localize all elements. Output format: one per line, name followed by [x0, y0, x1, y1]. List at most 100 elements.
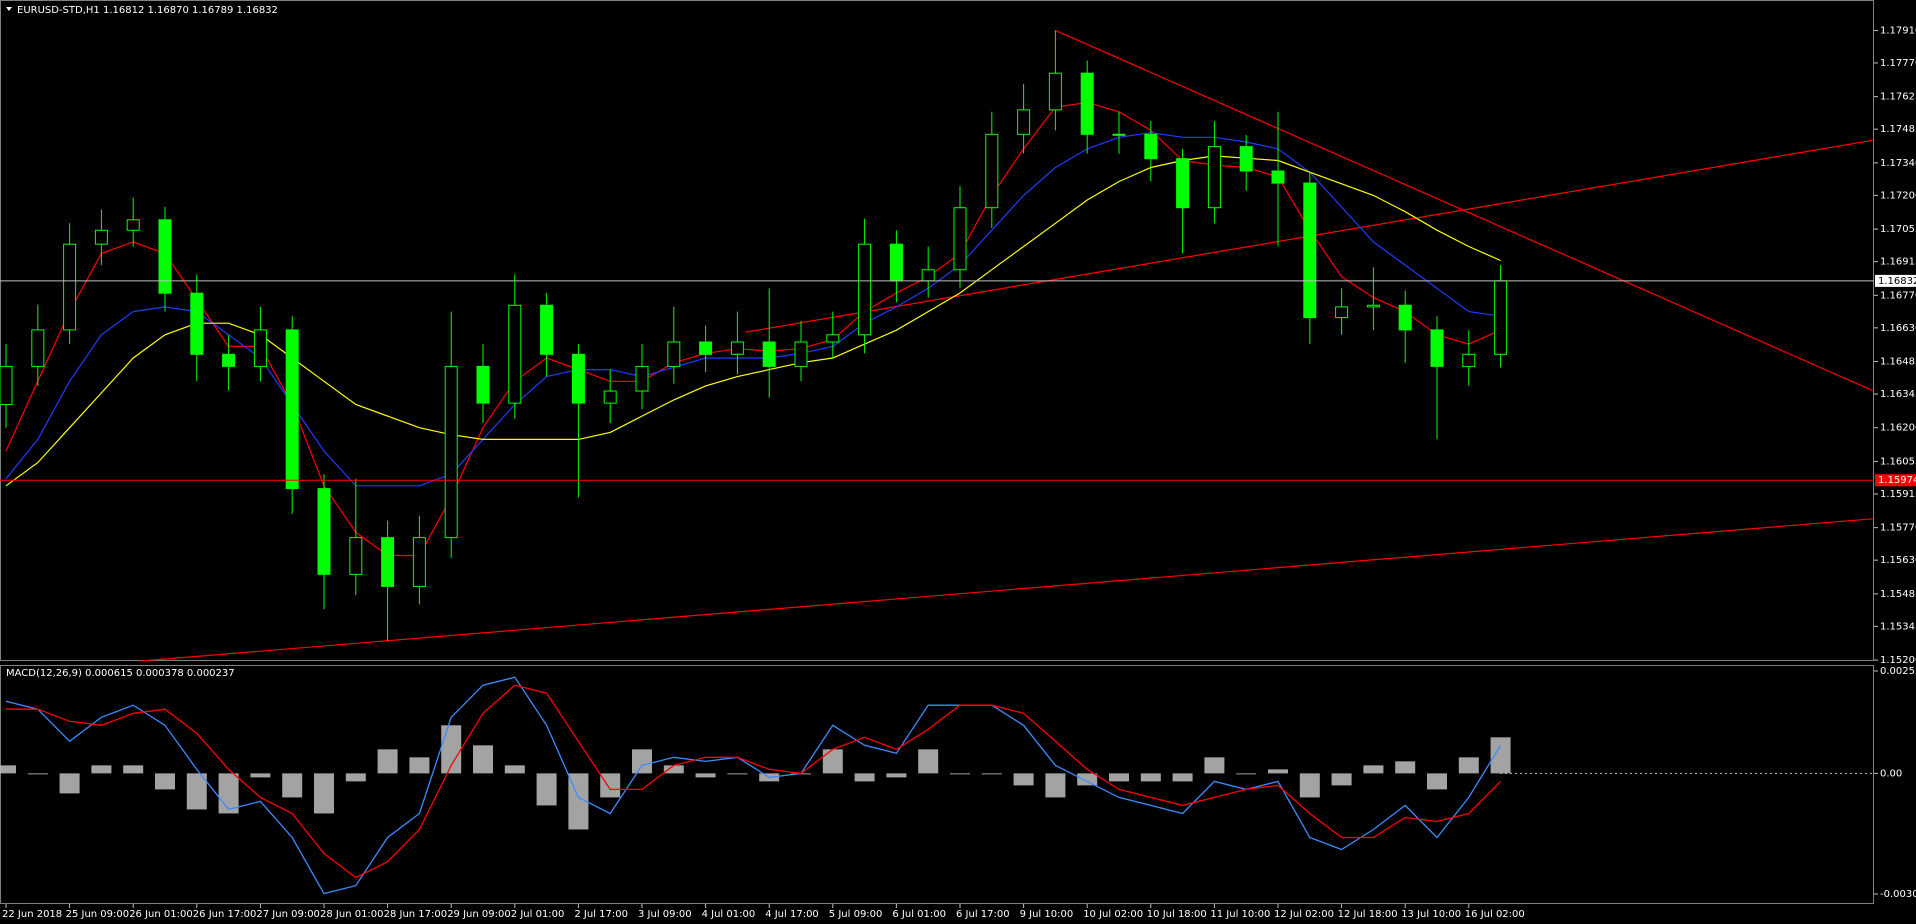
- histogram-bar: [663, 765, 684, 774]
- histogram-bar: [727, 773, 748, 775]
- y-tick-label: 1.15485: [1880, 589, 1916, 600]
- histogram-bar: [1427, 773, 1447, 790]
- trendline: [140, 518, 1873, 662]
- histogram-bar: [1109, 773, 1129, 782]
- y-tick-label: 1.16345: [1880, 389, 1916, 400]
- histogram-bar: [123, 765, 144, 774]
- histogram-bar: [0, 765, 16, 774]
- candle-body: [603, 390, 617, 404]
- y-tick-label: 1.16485: [1880, 357, 1916, 368]
- x-tick-label: 27 Jun 09:00: [256, 909, 320, 920]
- candle-body: [826, 334, 840, 343]
- y-tick-label: 1.15345: [1880, 621, 1916, 632]
- histogram-bar: [1045, 773, 1066, 798]
- y-tick-label: -0.003009: [1880, 889, 1916, 900]
- price-label: 1.16832: [1878, 276, 1916, 287]
- candle-body: [540, 304, 554, 355]
- candle-body: [126, 219, 140, 231]
- main-panel-frame: [0, 0, 1874, 661]
- y-tick-label: 1.16200: [1880, 423, 1916, 434]
- y-tick-label: 1.17200: [1880, 190, 1916, 201]
- macd-line: [6, 684, 1502, 879]
- x-tick-label: 25 Jun 09:00: [66, 909, 130, 920]
- y-tick-label: 1.15200: [1880, 655, 1916, 666]
- histogram-bar: [282, 773, 303, 798]
- y-tick-label: 1.16630: [1880, 323, 1916, 334]
- candle-body: [190, 292, 204, 355]
- y-tick-label: 0.00: [1880, 768, 1902, 779]
- histogram-bar: [473, 745, 493, 774]
- histogram-bar: [314, 773, 334, 814]
- candle-body: [635, 365, 649, 392]
- histogram-bar: [695, 773, 716, 778]
- histogram-bar: [186, 773, 207, 810]
- candle-body: [730, 341, 744, 355]
- histogram-bar: [1268, 769, 1288, 774]
- candle-body: [1462, 353, 1476, 367]
- candle-body: [0, 365, 13, 405]
- price-label-box: [1875, 274, 1916, 287]
- x-tick-label: 9 Jul 10:00: [1020, 909, 1074, 920]
- candle-body: [1017, 109, 1031, 135]
- collapse-icon[interactable]: [6, 7, 12, 11]
- candle-body: [1176, 158, 1190, 209]
- candle-body: [285, 329, 299, 490]
- histogram-bar: [1458, 757, 1479, 774]
- candle-body: [762, 341, 776, 367]
- x-tick-label: 2 Jul 01:00: [511, 909, 565, 920]
- y-tick-label: 1.16770: [1880, 290, 1916, 301]
- candle-body: [381, 537, 395, 587]
- x-tick-label: 28 Jun 01:00: [320, 909, 384, 920]
- histogram-bar: [918, 749, 939, 774]
- histogram-bar: [1140, 773, 1161, 782]
- histogram-bar: [1363, 765, 1384, 774]
- candle-body: [667, 341, 681, 367]
- histogram-bar: [854, 773, 875, 782]
- histogram-bar: [886, 773, 907, 778]
- x-tick-label: 2 Jul 17:00: [574, 909, 628, 920]
- histogram-bar: [1077, 773, 1098, 786]
- macd-panel-frame: [0, 665, 1874, 904]
- histogram-bar: [409, 757, 430, 774]
- candle-body: [1239, 146, 1253, 172]
- x-tick-label: 13 Jul 10:00: [1401, 909, 1461, 920]
- candle-body: [63, 243, 77, 331]
- histogram-bar: [1236, 773, 1257, 775]
- y-tick-label: 1.17485: [1880, 124, 1916, 135]
- x-tick-label: 4 Jul 01:00: [702, 909, 756, 920]
- candle-body: [1430, 329, 1444, 367]
- histogram-bar: [250, 773, 271, 778]
- x-tick-label: 22 Jun 2018: [2, 909, 62, 920]
- x-tick-label: 26 Jun 01:00: [129, 909, 193, 920]
- histogram-bar: [91, 765, 112, 774]
- y-tick-label: 1.15630: [1880, 555, 1916, 566]
- histogram-bar: [1299, 773, 1320, 798]
- histogram-bar: [1331, 773, 1352, 786]
- y-tick-label: 1.17055: [1880, 224, 1916, 235]
- macd-line: [5, 676, 1502, 895]
- histogram-bar: [1013, 773, 1034, 786]
- candle-body: [412, 537, 426, 587]
- y-tick-label: 1.15915: [1880, 489, 1916, 500]
- candle-body: [571, 353, 585, 404]
- x-tick-label: 10 Jul 18:00: [1147, 909, 1207, 920]
- chart-header: EURUSD-STD,H1 1.16812 1.16870 1.16789 1.…: [17, 5, 278, 16]
- histogram-bar: [59, 773, 80, 794]
- histogram-bar: [600, 773, 621, 798]
- y-tick-label: 1.15770: [1880, 523, 1916, 534]
- histogram-bar: [377, 749, 398, 774]
- histogram-bar: [345, 773, 366, 782]
- x-tick-label: 4 Jul 17:00: [765, 909, 819, 920]
- x-tick-label: 29 Jun 09:00: [447, 909, 511, 920]
- candle-body: [921, 269, 935, 282]
- price-label-box: [1875, 474, 1916, 487]
- candle-body: [1335, 306, 1349, 319]
- candle-body: [1303, 182, 1317, 319]
- histogram-bar: [950, 773, 970, 775]
- candle-body: [31, 329, 45, 367]
- y-tick-label: 1.17910: [1880, 25, 1916, 36]
- candle-body: [985, 133, 999, 209]
- candle-body: [94, 229, 108, 245]
